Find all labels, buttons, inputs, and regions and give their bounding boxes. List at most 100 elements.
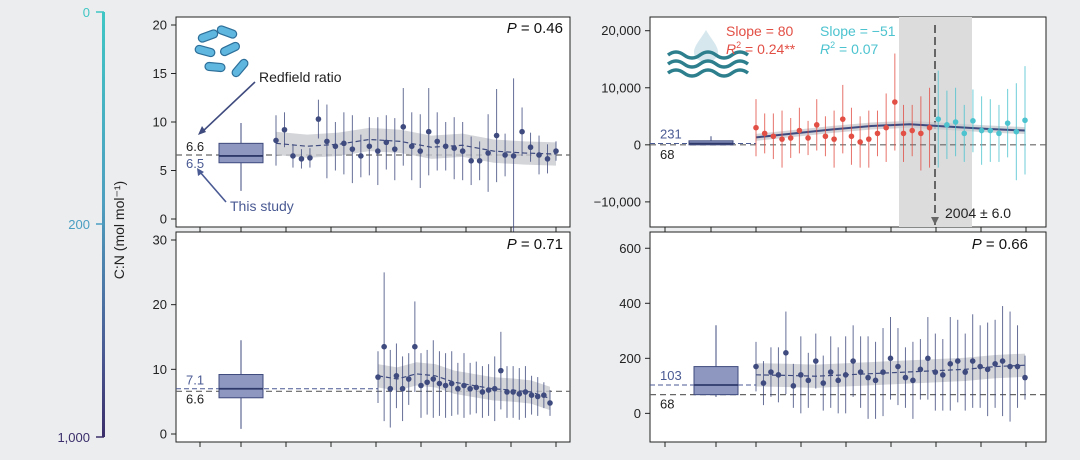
data-point (459, 148, 466, 154)
data-point (455, 385, 461, 392)
data-point (857, 139, 863, 145)
data-point (805, 377, 812, 384)
data-point (969, 358, 976, 364)
data-point (753, 124, 759, 131)
data-point (281, 126, 288, 133)
data-point (381, 343, 387, 350)
data-point (831, 136, 837, 142)
data-point (820, 380, 827, 386)
colorbar-tick-label: 1,000 (57, 430, 90, 445)
data-point (273, 137, 279, 144)
data-point (977, 363, 983, 370)
y-tick-label: 20 (153, 18, 167, 33)
p-value-bottom-right: P = 0.66 (972, 236, 1028, 253)
study-value-label: 103 (660, 368, 682, 383)
r2-right-label: R2 = 0.07 (820, 40, 879, 57)
data-point (954, 358, 961, 364)
data-point (961, 130, 968, 137)
p-label: P (507, 236, 517, 253)
bacterium-shape (204, 61, 226, 73)
box-body (218, 142, 264, 164)
wave-shape (666, 50, 750, 60)
this-study-label: This study (230, 198, 294, 214)
data-point (839, 116, 846, 122)
study-value-label: 6.5 (186, 156, 204, 171)
r2-left-label: R2 = 0.24** (726, 40, 796, 57)
data-point (1013, 128, 1020, 135)
panel-bottom-right: 0 200 400 600 68 103 (619, 231, 1047, 447)
data-point (918, 130, 924, 137)
data-point (541, 392, 547, 399)
data-point (935, 116, 942, 122)
data-point (822, 133, 829, 140)
bacterium-shape (197, 29, 219, 43)
reference-label: 6.6 (186, 391, 204, 406)
r2-value: = 0.24** (741, 41, 796, 57)
breakpoint-label: 2004 ± 6.0 (945, 205, 1011, 221)
bacterium-shape (231, 58, 249, 78)
data-point (900, 130, 907, 137)
p-value: = 0.71 (517, 236, 563, 253)
y-tick-label: 0 (634, 137, 641, 152)
data-point (944, 122, 950, 128)
p-value-top-left: P = 0.46 (507, 20, 563, 37)
p-value-bottom-left: P = 0.71 (507, 236, 563, 253)
y-tick-label: 0 (160, 212, 167, 227)
y-axis-label: C:N (mol mol⁻¹) (111, 181, 127, 279)
data-point (970, 118, 976, 124)
data-point (842, 372, 849, 378)
data-point (827, 369, 834, 375)
data-point (952, 119, 959, 125)
y-tick-label: 10 (153, 362, 167, 377)
data-point (430, 376, 437, 382)
p-value: = 0.66 (982, 236, 1028, 253)
data-point (1014, 363, 1021, 370)
data-point (874, 130, 881, 137)
data-point (932, 369, 939, 375)
data-point (925, 355, 931, 362)
data-point (491, 385, 498, 392)
y-tick-label: 10 (153, 115, 167, 130)
y-tick-label: 0 (160, 427, 167, 442)
data-point (387, 385, 394, 392)
data-point (760, 380, 767, 386)
data-point (476, 158, 483, 164)
data-point (547, 400, 553, 406)
bacteria-icon (194, 25, 249, 78)
data-point (1004, 120, 1011, 126)
data-point (812, 358, 819, 364)
data-point (405, 376, 412, 382)
r2-superscript: 2 (736, 40, 741, 50)
data-point (917, 366, 924, 373)
confidence-band (276, 127, 556, 166)
box-body (693, 366, 739, 396)
data-point (417, 148, 424, 154)
data-point (999, 358, 1006, 364)
data-point (544, 156, 551, 162)
slope-right-label: Slope = −51 (820, 23, 896, 39)
data-point (790, 383, 797, 389)
data-point (493, 132, 500, 139)
data-point (434, 138, 441, 145)
colorbar-tick-label: 200 (68, 217, 90, 232)
data-point (442, 143, 449, 150)
data-point (796, 127, 803, 134)
y-tick-label: 400 (619, 296, 641, 311)
data-point (895, 363, 901, 370)
data-point (467, 385, 473, 392)
data-point (984, 366, 991, 373)
panel-top-left: 0 5 10 15 20 6.6 6.5 (153, 16, 571, 234)
water-icon (666, 30, 750, 78)
data-point (805, 135, 811, 141)
data-point (1022, 117, 1028, 124)
reference-label: 68 (660, 147, 674, 162)
data-point (391, 146, 398, 152)
data-point (315, 116, 322, 122)
data-point (510, 153, 517, 159)
data-point (468, 158, 474, 164)
data-point (866, 136, 872, 142)
data-point (393, 373, 400, 379)
slope-left-label: Slope = 80 (726, 23, 794, 39)
study-value-label: 7.1 (186, 373, 204, 388)
data-point (1007, 363, 1013, 370)
